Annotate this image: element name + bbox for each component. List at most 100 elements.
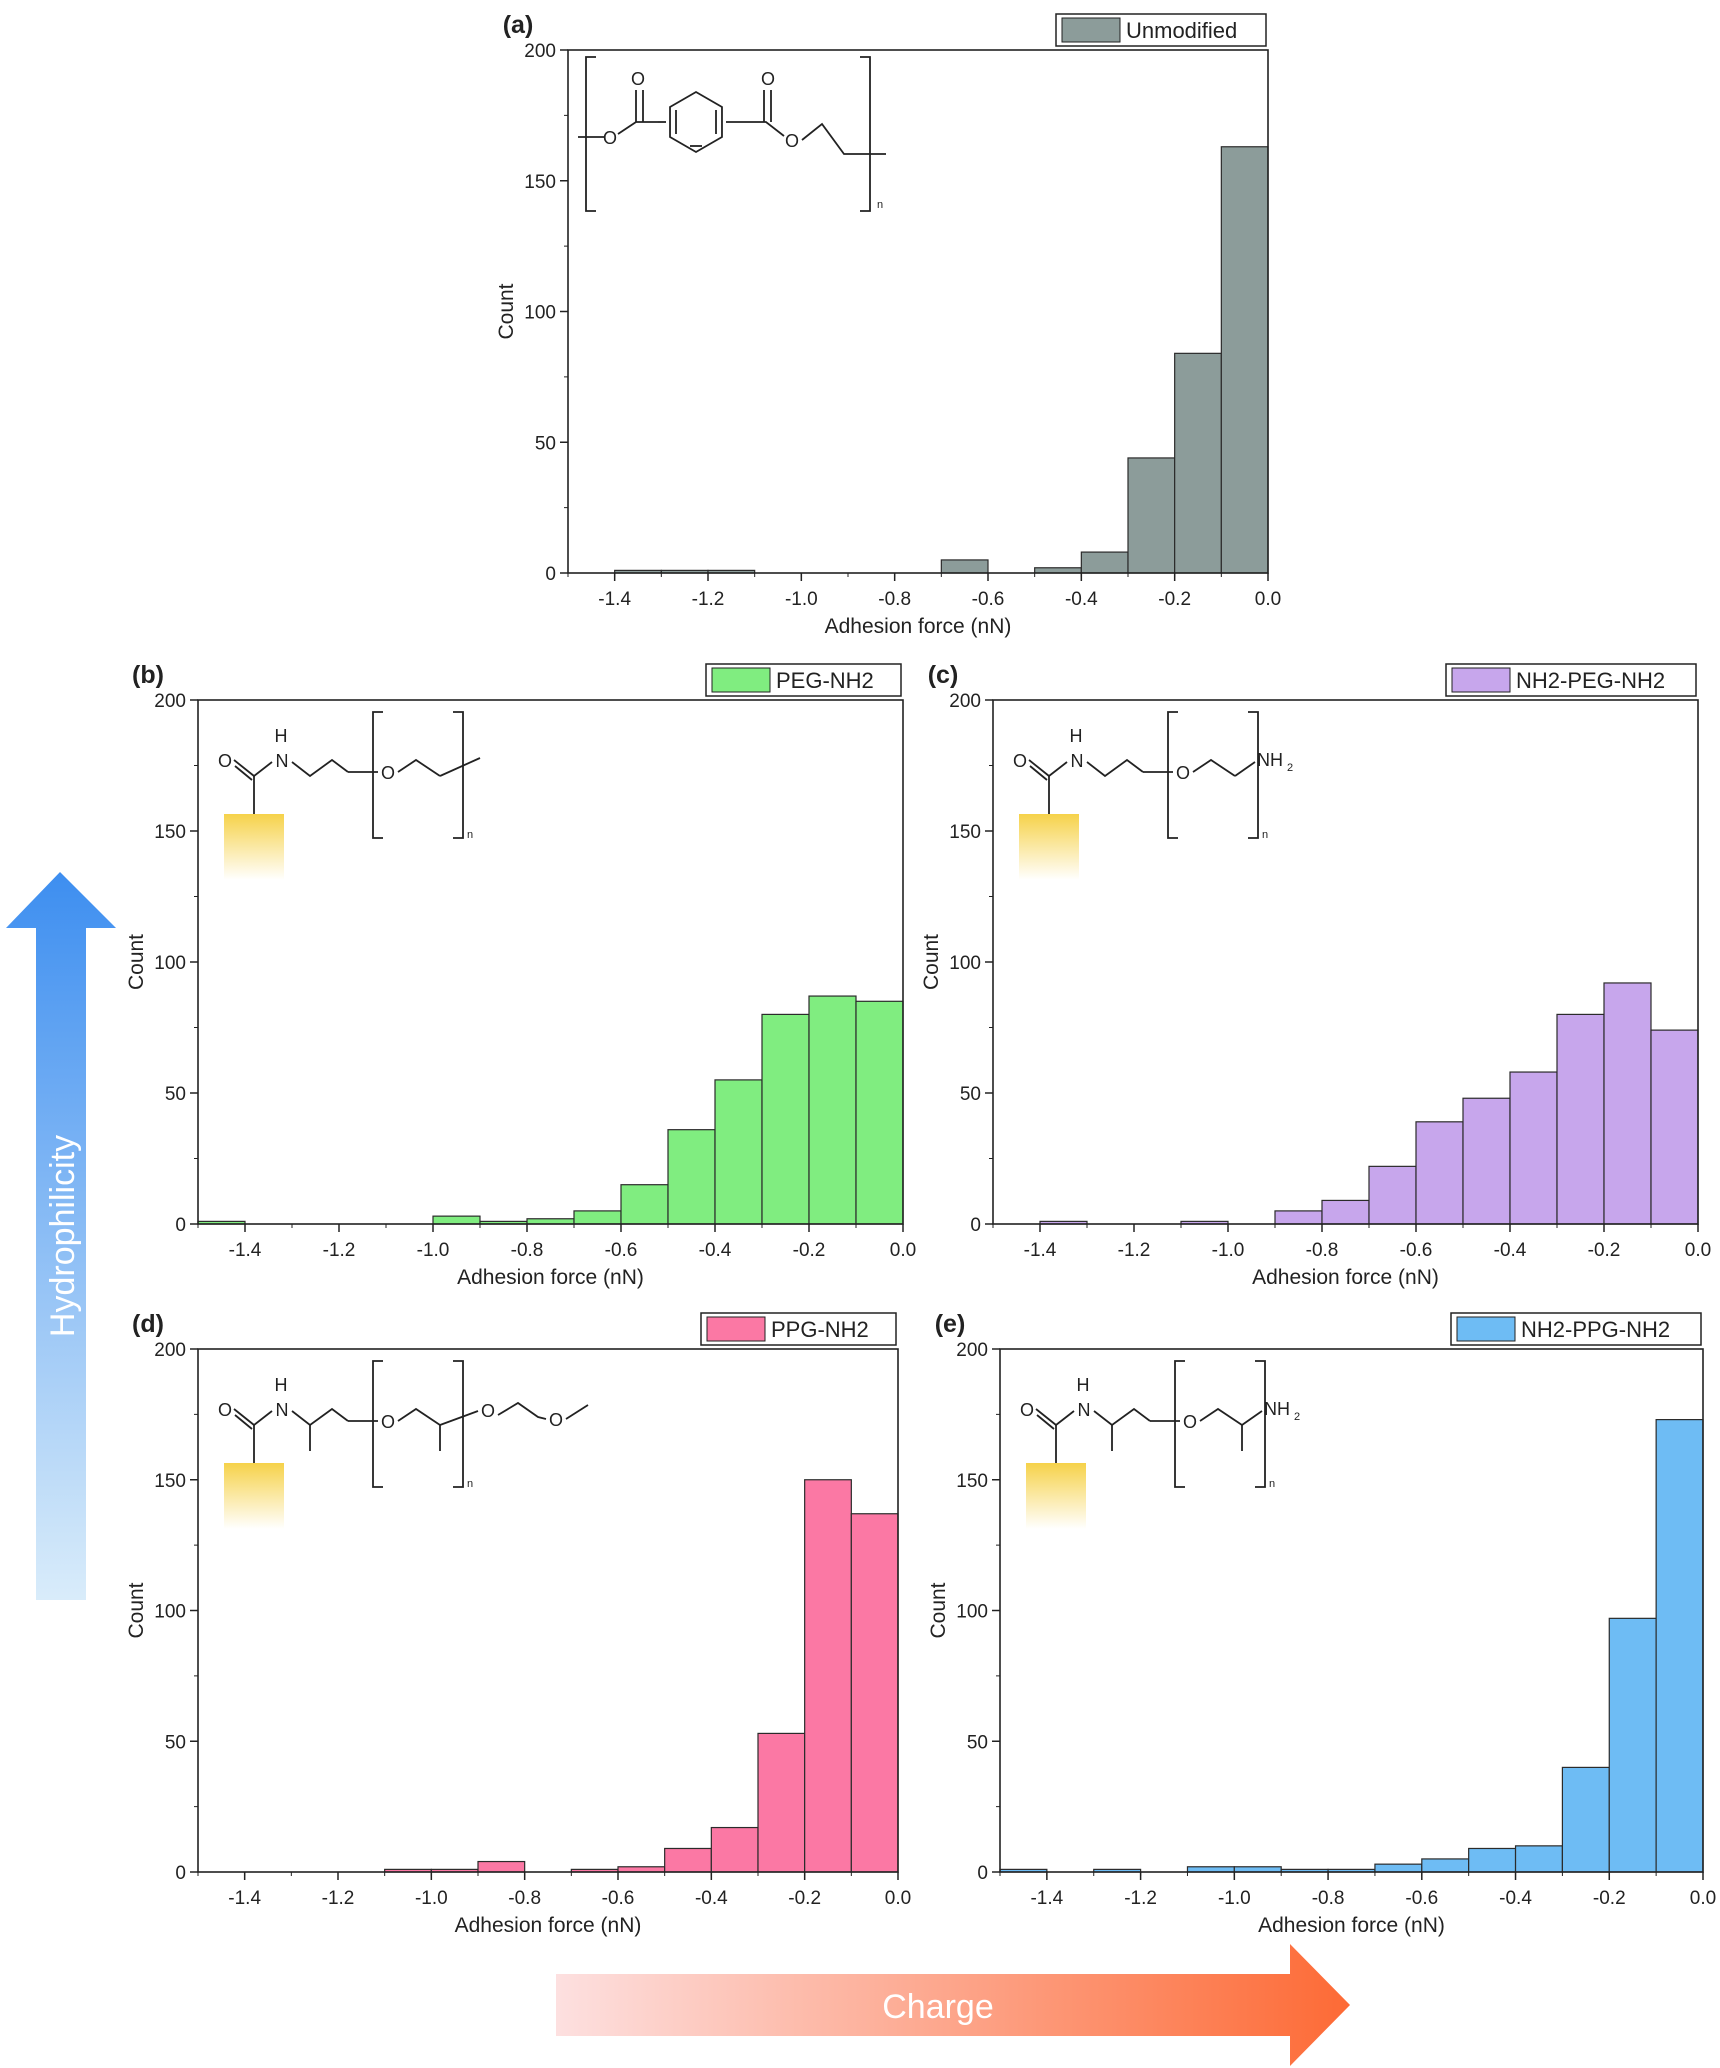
panel-e-structure-label: n bbox=[1269, 1478, 1275, 1490]
panel-b-legend-label: PEG-NH2 bbox=[776, 668, 874, 693]
panel-a-x-tick-label: -0.6 bbox=[972, 589, 1005, 610]
panel-e-x-tick-label: -1.2 bbox=[1124, 1888, 1157, 1909]
panel-d-y-tick-label: 0 bbox=[175, 1863, 186, 1884]
panel-a-structure-label: O bbox=[761, 69, 775, 89]
panel-a-x-axis-title: Adhesion force (nN) bbox=[825, 615, 1012, 638]
panel-c-y-tick-label: 0 bbox=[970, 1215, 981, 1236]
panel-c-structure-label: n bbox=[1262, 829, 1268, 841]
panel-d-y-tick-label: 50 bbox=[165, 1732, 186, 1753]
panel-a-x-tick-label: 0.0 bbox=[1255, 589, 1281, 610]
panel-b-structure-label: O bbox=[218, 751, 232, 771]
panel-a-bar bbox=[1220, 146, 1269, 574]
panel-c-y-tick-label: 150 bbox=[949, 822, 981, 843]
panel-d-legend-label: PPG-NH2 bbox=[771, 1317, 869, 1342]
panel-a-y-tick-label: 100 bbox=[524, 303, 556, 324]
panel-d-x-tick-label: -0.4 bbox=[695, 1888, 728, 1909]
panel-a-structure-label: n bbox=[877, 199, 883, 211]
panel-b-structure-label: n bbox=[467, 829, 473, 841]
panel-b-structure-label: O bbox=[381, 763, 395, 783]
panel-e-y-tick-label: 100 bbox=[956, 1602, 988, 1623]
panel-d-legend-swatch bbox=[706, 1316, 766, 1342]
panel-b-y-tick-label: 150 bbox=[154, 822, 186, 843]
panel-c-x-tick-label: -1.2 bbox=[1118, 1240, 1151, 1261]
hydrophilicity-arrow: Hydrophilicity bbox=[6, 872, 116, 1600]
panel-e-structure-label: H bbox=[1077, 1375, 1090, 1395]
panel-e-bar bbox=[1608, 1617, 1657, 1873]
hydrophilicity-arrow-shape bbox=[6, 872, 116, 1600]
panel-c-bar bbox=[1415, 1121, 1464, 1225]
charge-arrow: Charge bbox=[556, 1944, 1350, 2066]
panel-e-x-tick-label: -1.0 bbox=[1218, 1888, 1251, 1909]
panel-c-y-tick-label: 200 bbox=[949, 691, 981, 712]
panel-b-y-tick-label: 200 bbox=[154, 691, 186, 712]
panel-e-structure-label: O bbox=[1020, 1400, 1034, 1420]
panel-b-x-tick-label: -0.8 bbox=[511, 1240, 544, 1261]
panel-b-bar bbox=[808, 995, 857, 1225]
panel-d-bar bbox=[664, 1847, 712, 1873]
panel-e-x-tick-label: -0.4 bbox=[1499, 1888, 1532, 1909]
panel-a-bar bbox=[940, 559, 989, 574]
panel-d-x-tick-label: -0.2 bbox=[788, 1888, 821, 1909]
panel-b-x-tick-label: -1.4 bbox=[229, 1240, 262, 1261]
panel-b-bar bbox=[667, 1129, 716, 1225]
panel-c-end-group-subscript: 2 bbox=[1287, 762, 1293, 774]
panel-a-y-tick-label: 150 bbox=[524, 172, 556, 193]
panel-c-bar bbox=[1650, 1029, 1699, 1225]
panel-e-structure-label: N bbox=[1078, 1400, 1091, 1420]
panel-a-x-tick-label: -0.8 bbox=[878, 589, 911, 610]
panel-b-x-tick-label: -0.4 bbox=[699, 1240, 732, 1261]
panel-b-chemical-structure: O NHn O bbox=[218, 711, 481, 880]
panel-e-end-group-label: NH bbox=[1264, 1399, 1290, 1419]
panel-c-x-tick-label: -0.6 bbox=[1400, 1240, 1433, 1261]
panel-b-x-tick-label: -0.6 bbox=[605, 1240, 638, 1261]
panel-a-y-tick-label: 50 bbox=[535, 433, 556, 454]
panel-a-y-axis-title: Count bbox=[495, 283, 518, 339]
panel-e-bar bbox=[1468, 1847, 1517, 1873]
panel-c-x-tick-label: -0.2 bbox=[1588, 1240, 1621, 1261]
panel-a-letter: (a) bbox=[503, 11, 534, 39]
histogram-panels: -1.4 -1.2 -1.0 -0.8 -0.6 -0.4 -0.2 0.0 0 50 100 150… bbox=[125, 11, 1716, 1937]
panel-e-x-tick-label: -1.4 bbox=[1030, 1888, 1063, 1909]
panel-a-bar bbox=[1174, 352, 1222, 574]
panel-c-end-group-label: NH bbox=[1257, 750, 1283, 770]
panel-d-x-tick-label: -1.0 bbox=[415, 1888, 448, 1909]
panel-e-x-tick-label: -0.6 bbox=[1405, 1888, 1438, 1909]
panel-c-bar bbox=[1368, 1165, 1417, 1225]
panel-d-letter: (d) bbox=[132, 1310, 164, 1338]
panel-d-bar bbox=[477, 1860, 526, 1873]
panel-d: -1.4 -1.2 -1.0 -0.8 -0.6 -0.4 -0.2 0.0 0 50 100 150… bbox=[125, 1310, 911, 1937]
panel-d-x-tick-label: -1.4 bbox=[228, 1888, 261, 1909]
charge-arrow-label: Charge bbox=[882, 1988, 994, 2026]
panel-e-legend-label: NH2-PPG-NH2 bbox=[1521, 1317, 1670, 1342]
panel-b-bar bbox=[855, 1000, 904, 1225]
panel-e-bar bbox=[1421, 1858, 1470, 1873]
charge-arrow-shape bbox=[556, 1944, 1350, 2066]
panel-c-x-tick-label: -1.4 bbox=[1024, 1240, 1057, 1261]
panel-c-x-axis-title: Adhesion force (nN) bbox=[1252, 1266, 1439, 1289]
panel-c-legend-label: NH2-PEG-NH2 bbox=[1516, 668, 1665, 693]
panel-d-substrate-block bbox=[224, 1463, 284, 1529]
panel-c-structure-label: O bbox=[1013, 751, 1027, 771]
panel-e-bar bbox=[1655, 1419, 1704, 1873]
panel-d-structure-label: n bbox=[467, 1478, 473, 1490]
panel-c-y-tick-label: 100 bbox=[949, 953, 981, 974]
panel-e: -1.4 -1.2 -1.0 -0.8 -0.6 -0.4 -0.2 0.0 0 50 100 150… bbox=[927, 1310, 1716, 1937]
panel-b-y-axis-title: Count bbox=[125, 934, 148, 990]
panel-d-structure-label: O bbox=[218, 1400, 232, 1420]
panel-c-structure-label: N bbox=[1071, 751, 1084, 771]
panel-e-y-axis-title: Count bbox=[927, 1582, 950, 1638]
panel-e-bar bbox=[1374, 1863, 1423, 1873]
panel-c-bar bbox=[1274, 1210, 1323, 1225]
panel-e-legend-swatch bbox=[1456, 1316, 1516, 1342]
panel-d-bar bbox=[850, 1513, 899, 1873]
panel-a-x-tick-label: -0.2 bbox=[1158, 589, 1191, 610]
panel-a-x-tick-label: -1.4 bbox=[598, 589, 631, 610]
panel-b-y-tick-label: 100 bbox=[154, 953, 186, 974]
panel-e-bar bbox=[1561, 1766, 1610, 1873]
panel-e-end-group-subscript: 2 bbox=[1294, 1411, 1300, 1423]
panel-c-x-tick-label: 0.0 bbox=[1685, 1240, 1711, 1261]
panel-a-y-tick-label: 0 bbox=[545, 564, 556, 585]
